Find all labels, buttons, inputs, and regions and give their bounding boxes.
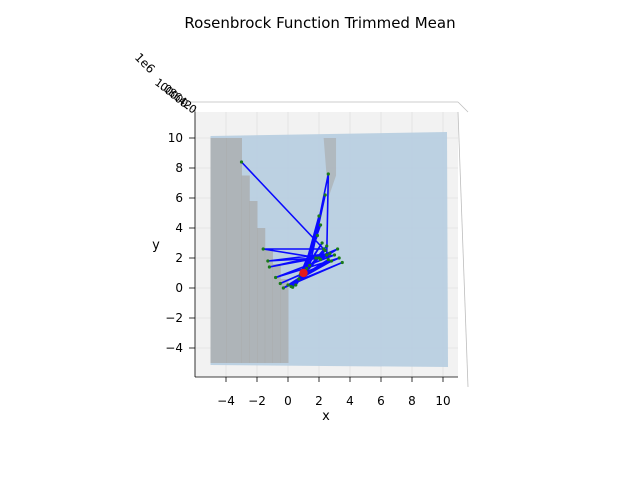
x-tick-label-0: −4	[217, 394, 235, 408]
y-tick-label-0: −4	[165, 341, 183, 355]
path-point-19	[320, 241, 324, 245]
path-point-35	[318, 257, 323, 262]
path-point-25	[318, 223, 323, 227]
surface-strip-0	[210, 138, 227, 363]
path-point-14	[286, 283, 290, 287]
path-point-34	[336, 247, 340, 251]
path-point-27	[317, 214, 321, 218]
minimum-marker-group	[299, 268, 308, 278]
path-point-21	[325, 244, 329, 248]
path-point-23	[315, 233, 320, 238]
y-tick-label-2: 0	[175, 281, 183, 295]
surface-strip-7	[280, 279, 289, 363]
surface-strip-6	[272, 264, 281, 363]
path-point-33	[314, 256, 318, 260]
y-tick-label-6: 8	[175, 161, 183, 175]
path-point-20	[294, 283, 298, 287]
path-point-18	[291, 285, 295, 289]
surface-strip-2	[241, 175, 250, 363]
path-point-4	[266, 259, 270, 263]
path-line	[240, 161, 344, 289]
x-tick-label-5: 6	[377, 394, 385, 408]
surface-ridge	[323, 138, 337, 198]
path-point-12	[281, 286, 285, 290]
path-point-9	[337, 256, 341, 260]
z-offset-label: 1e6	[132, 50, 158, 76]
y-tick-label-7: 10	[168, 131, 183, 145]
x-axis-label: x	[322, 409, 330, 424]
surface-strip-1	[226, 138, 242, 363]
path-point-13	[340, 260, 344, 265]
path-point-8	[274, 275, 278, 280]
path-point-6	[267, 265, 271, 269]
y-tick-label-1: −2	[165, 311, 183, 325]
x-tick-label-2: 0	[284, 394, 292, 408]
surface-strip-3	[249, 201, 258, 363]
path-point-28	[305, 266, 309, 271]
x-tick-label-7: 10	[435, 394, 450, 408]
x-tick-label-3: 2	[315, 394, 323, 408]
surface-strip-5	[264, 249, 273, 363]
pane-frame	[184, 101, 469, 388]
x-tick-label-4: 4	[346, 394, 354, 408]
chart-title: Rosenbrock Function Trimmed Mean	[184, 14, 455, 32]
y-ticks: −4 −2 0 2 4 6 8 10	[165, 131, 195, 355]
path-point-17	[323, 248, 327, 253]
surface-strip-4	[257, 228, 266, 363]
path-point-32	[325, 253, 329, 257]
path-point-22	[297, 277, 301, 281]
path-point-7	[332, 253, 337, 257]
y-tick-label-4: 4	[175, 221, 183, 235]
path-point-30	[308, 263, 312, 268]
y-axis-label: y	[152, 238, 160, 253]
path-point-10	[278, 281, 282, 286]
path-point-11	[329, 259, 333, 263]
path-point-29	[323, 193, 327, 197]
x-tick-label-1: −2	[248, 394, 266, 408]
path-point-0	[239, 160, 244, 164]
path-point-31	[326, 172, 330, 176]
y-tick-label-5: 6	[175, 191, 183, 205]
path-point-15	[326, 257, 330, 262]
path-point-5	[328, 251, 332, 256]
x-ticks: −4 −2 0 2 4 6 8 10	[217, 377, 451, 408]
axis-spines	[194, 112, 458, 378]
minimum-marker	[299, 268, 308, 278]
x-tick-label-6: 8	[408, 394, 416, 408]
path-point-2	[261, 247, 265, 251]
surface	[210, 132, 448, 367]
y-tick-label-3: 2	[175, 251, 183, 265]
z-axis-labels: 1e6 1.0 0.8 0.6 0.4 0.2 0.0	[132, 50, 199, 116]
